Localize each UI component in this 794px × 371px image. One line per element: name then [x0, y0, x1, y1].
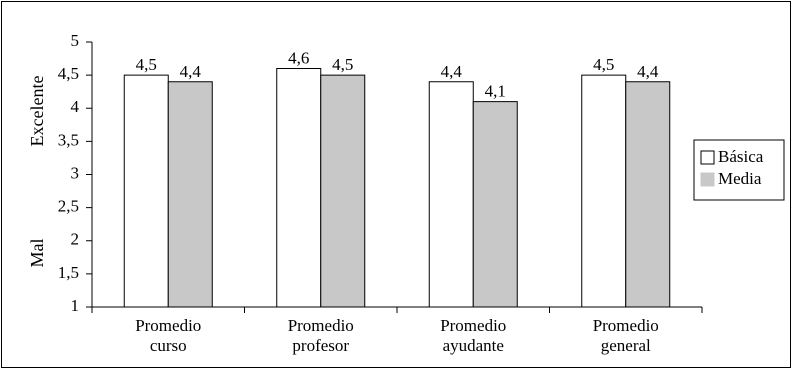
- legend-swatch: [700, 150, 715, 165]
- category-label: Promedio: [288, 316, 354, 335]
- bar-media: [320, 74, 366, 308]
- legend-box: [693, 139, 785, 201]
- category-label: curso: [150, 336, 187, 355]
- bar-bsica: [276, 68, 322, 308]
- data-label: 4,4: [180, 62, 202, 81]
- legend-swatch: [700, 172, 715, 187]
- y-label-bottom: Mal: [27, 239, 47, 268]
- y-tick-label: 2: [71, 230, 80, 249]
- bar-media: [167, 81, 213, 308]
- y-label-top: Excelente: [27, 76, 47, 147]
- category-label: ayudante: [443, 336, 504, 355]
- y-tick-label: 4,5: [58, 64, 79, 83]
- bar-media: [472, 101, 518, 308]
- y-tick-label: 1,5: [58, 263, 79, 282]
- category-label: Promedio: [135, 316, 201, 335]
- bar-bsica: [123, 74, 169, 308]
- y-tick-label: 3,5: [58, 130, 79, 149]
- y-tick-label: 5: [71, 31, 80, 50]
- legend-label: Básica: [718, 147, 764, 166]
- y-tick-label: 4: [71, 97, 80, 116]
- y-tick-label: 1: [71, 296, 80, 315]
- data-label: 4,4: [637, 62, 659, 81]
- legend-label: Media: [718, 169, 762, 188]
- y-tick-label: 2,5: [58, 197, 79, 216]
- bar-media: [625, 81, 671, 308]
- data-label: 4,4: [441, 62, 463, 81]
- data-label: 4,1: [485, 82, 506, 101]
- data-label: 4,6: [288, 49, 309, 68]
- category-label: Promedio: [593, 316, 659, 335]
- category-label: profesor: [292, 336, 349, 355]
- data-label: 4,5: [332, 55, 353, 74]
- category-label: general: [601, 336, 651, 355]
- y-tick-label: 3: [71, 163, 80, 182]
- data-label: 4,5: [136, 55, 157, 74]
- bar-bsica: [581, 74, 627, 308]
- bar-bsica: [428, 81, 474, 308]
- category-label: Promedio: [440, 316, 506, 335]
- data-label: 4,5: [593, 55, 614, 74]
